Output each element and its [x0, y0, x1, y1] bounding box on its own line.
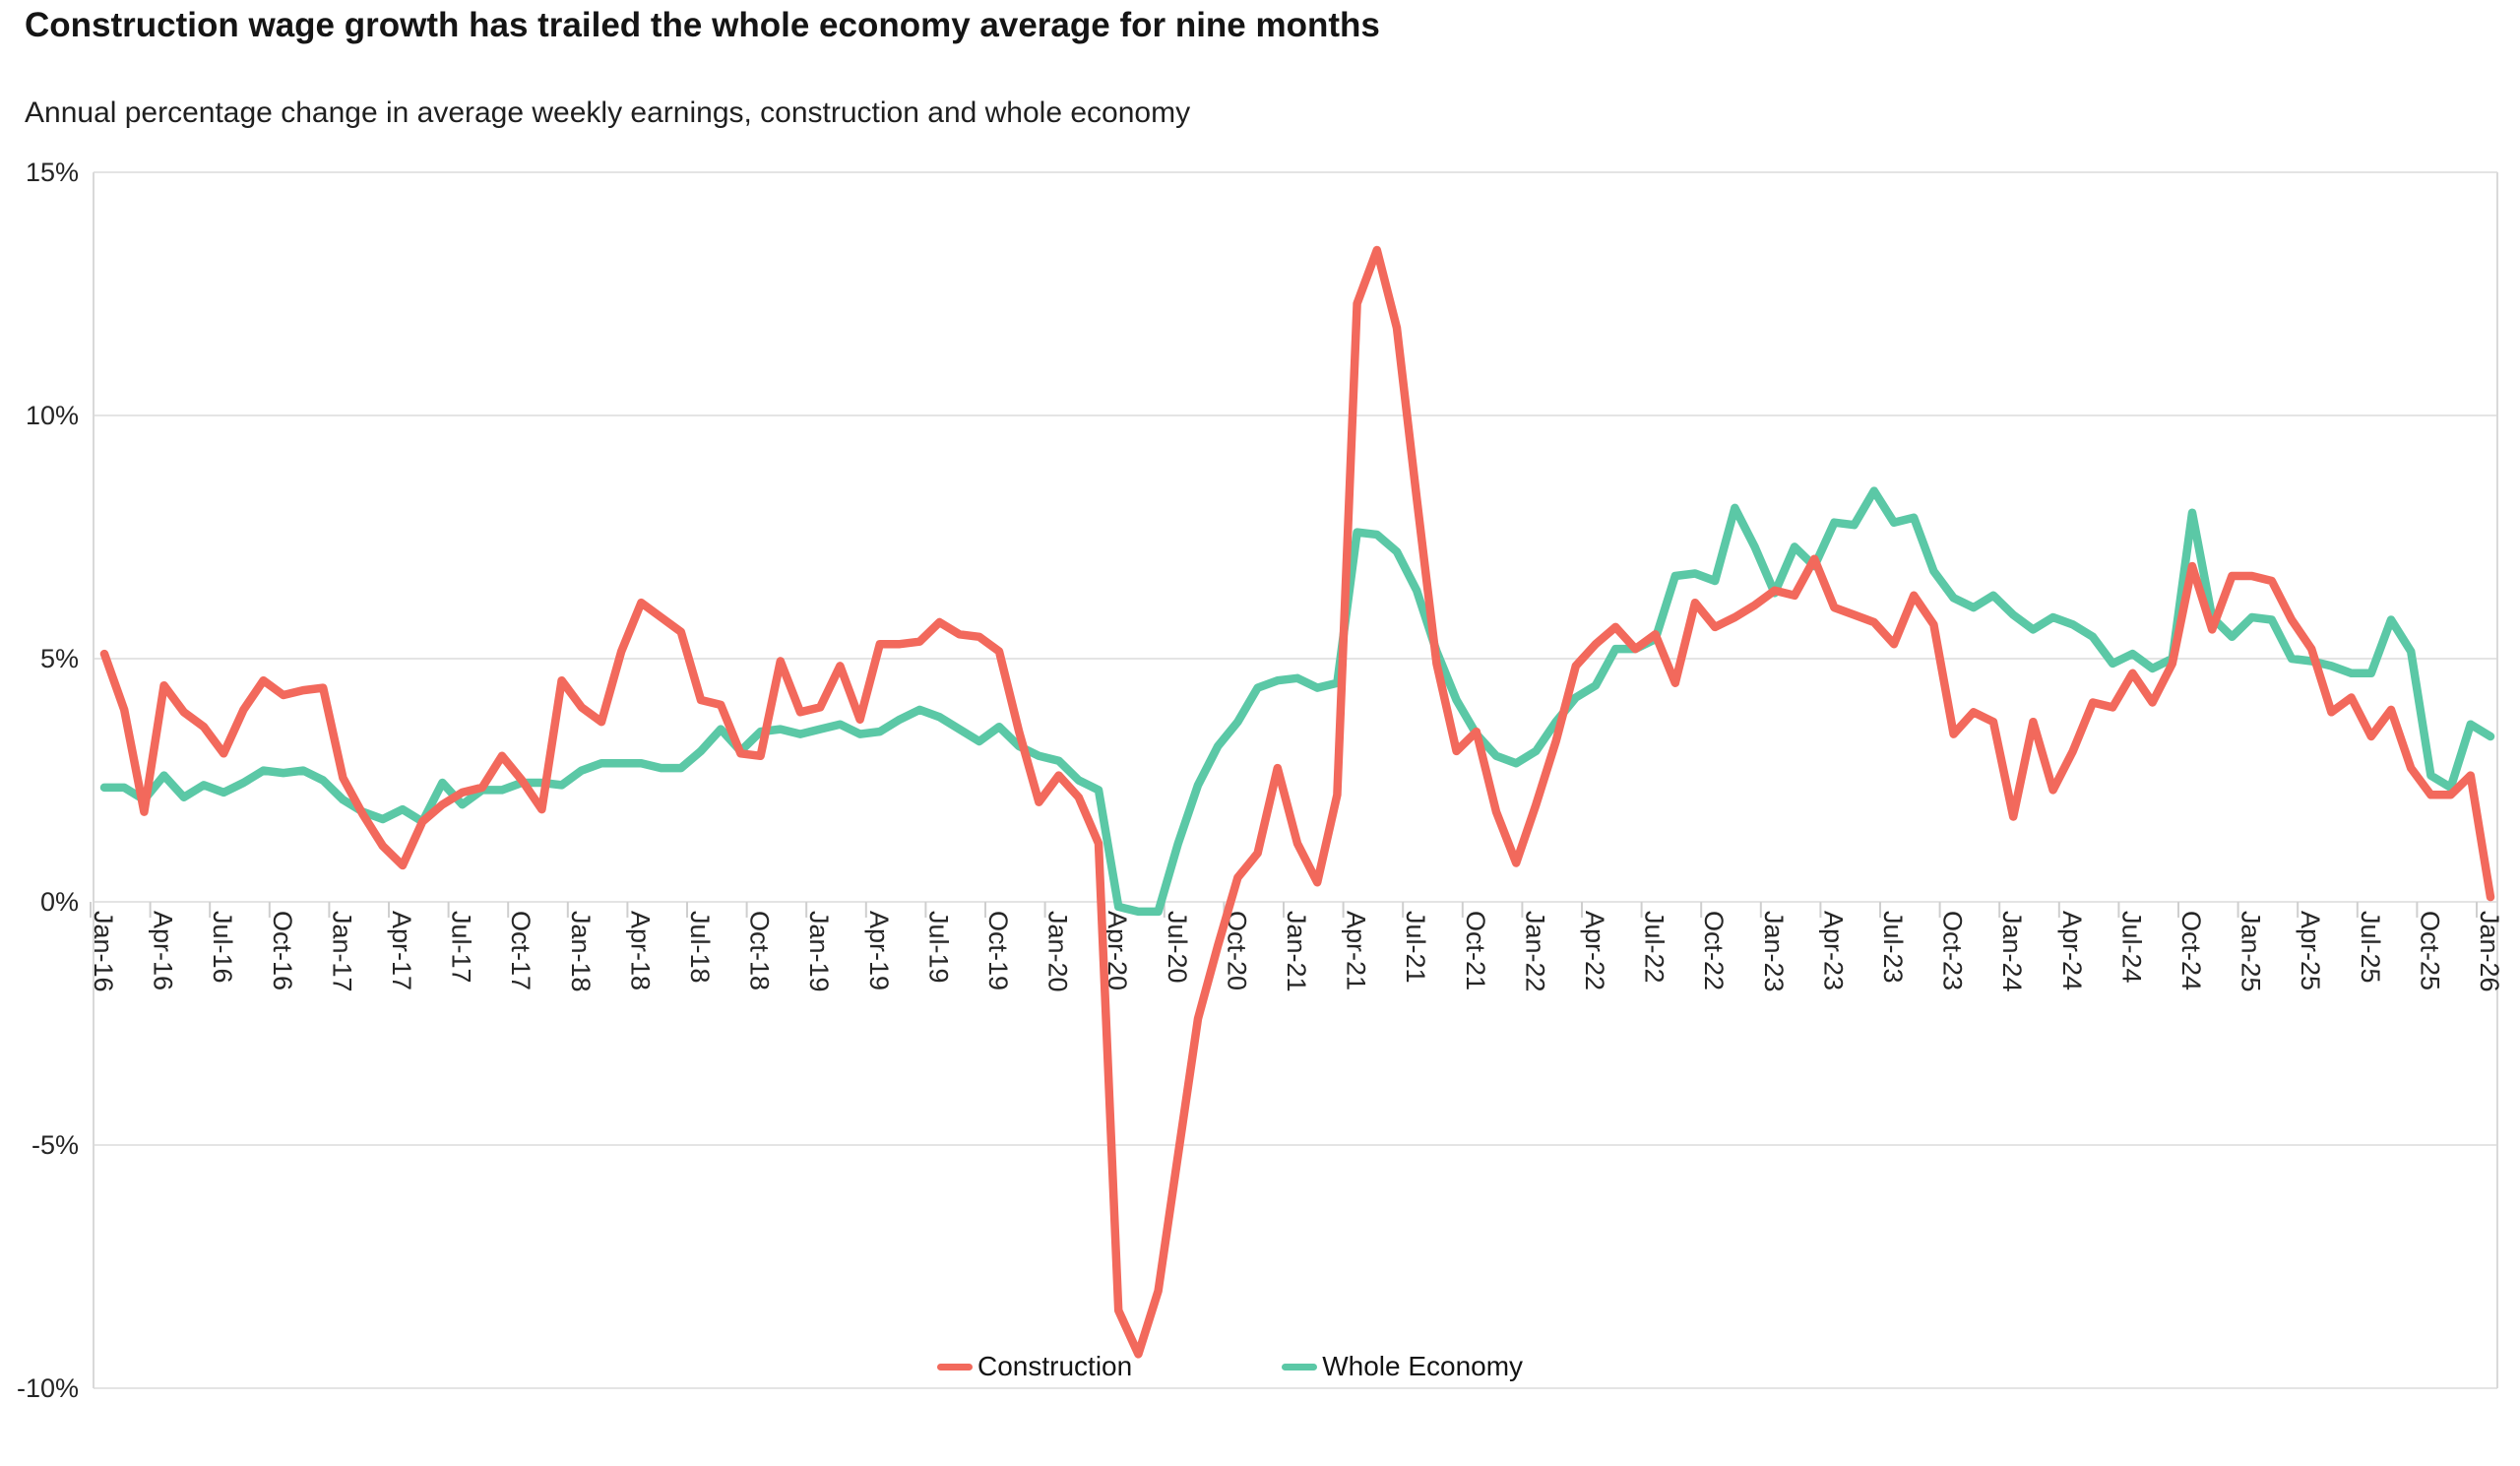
legend-label-whole-economy: Whole Economy: [1322, 1351, 1524, 1381]
x-tick-label: Jul-23: [1878, 911, 1908, 984]
x-tick-label: Jul-18: [685, 911, 715, 984]
y-tick-label: 10%: [26, 401, 79, 430]
x-tick-label: Jan-19: [804, 911, 834, 992]
y-tick-label: 0%: [40, 887, 79, 917]
x-tick-label: Jan-22: [1520, 911, 1549, 992]
x-tick-label: Oct-22: [1699, 911, 1729, 990]
series-line-whole-economy: [99, 486, 2495, 917]
x-tick-label: Jan-17: [327, 911, 356, 992]
y-tick-label: 5%: [40, 644, 79, 673]
x-tick-label: Jul-22: [1640, 911, 1670, 984]
legend-label-construction: Construction: [977, 1351, 1133, 1381]
x-tick-label: Jan-16: [89, 911, 118, 992]
x-tick-label: Jul-24: [2116, 911, 2146, 984]
x-tick-label: Oct-17: [506, 911, 536, 990]
x-tick-label: Oct-19: [983, 911, 1013, 990]
x-tick-label: Jul-20: [1163, 911, 1192, 984]
x-tick-label: Oct-21: [1461, 911, 1490, 990]
x-tick-label: Jul-16: [208, 911, 237, 984]
x-tick-label: Apr-22: [1580, 911, 1609, 990]
x-tick-label: Jan-24: [1997, 911, 2027, 992]
construction-line-swatch: [937, 1363, 973, 1370]
y-tick-label: -10%: [17, 1373, 79, 1403]
x-tick-label: Jul-25: [2356, 911, 2385, 984]
y-tick-label: -5%: [32, 1130, 79, 1160]
x-tick-label: Oct-18: [745, 911, 775, 990]
x-tick-label: Oct-24: [2176, 911, 2206, 990]
x-tick-label: Apr-25: [2296, 911, 2325, 990]
series-line-construction: [99, 245, 2495, 1359]
page-subtitle: Annual percentage change in average week…: [25, 96, 1191, 129]
x-tick-label: Apr-21: [1342, 911, 1371, 990]
x-tick-label: Jul-17: [447, 911, 476, 984]
x-tick-label: Apr-24: [2057, 911, 2087, 990]
x-tick-label: Jan-18: [566, 911, 596, 992]
x-tick-label: Jan-23: [1759, 911, 1789, 992]
x-tick-label: Jan-21: [1282, 911, 1311, 992]
x-tick-label: Apr-19: [864, 911, 894, 990]
y-tick-label: 15%: [26, 158, 79, 187]
x-tick-label: Jan-26: [2475, 911, 2504, 992]
x-tick-label: Oct-23: [1938, 911, 1968, 990]
legend-item-whole-economy: Whole Economy: [1282, 1351, 1523, 1382]
page-title: Construction wage growth has trailed the…: [25, 6, 1380, 44]
x-tick-label: Apr-16: [149, 911, 178, 990]
x-tick-label: Jan-20: [1043, 911, 1073, 992]
x-tick-label: Oct-25: [2415, 911, 2444, 990]
x-tick-label: Jan-25: [2236, 911, 2266, 992]
x-tick-label: Jul-21: [1401, 911, 1430, 984]
x-tick-label: Apr-18: [625, 911, 655, 990]
x-tick-label: Apr-17: [387, 911, 416, 990]
whole-economy-line-swatch: [1282, 1363, 1318, 1370]
x-tick-label: Oct-16: [268, 911, 297, 990]
x-tick-label: Jul-19: [923, 911, 953, 984]
x-tick-label: Apr-23: [1818, 911, 1848, 990]
legend-item-construction: Construction: [937, 1351, 1132, 1382]
chart-legend: Construction Whole Economy: [937, 1351, 1523, 1382]
